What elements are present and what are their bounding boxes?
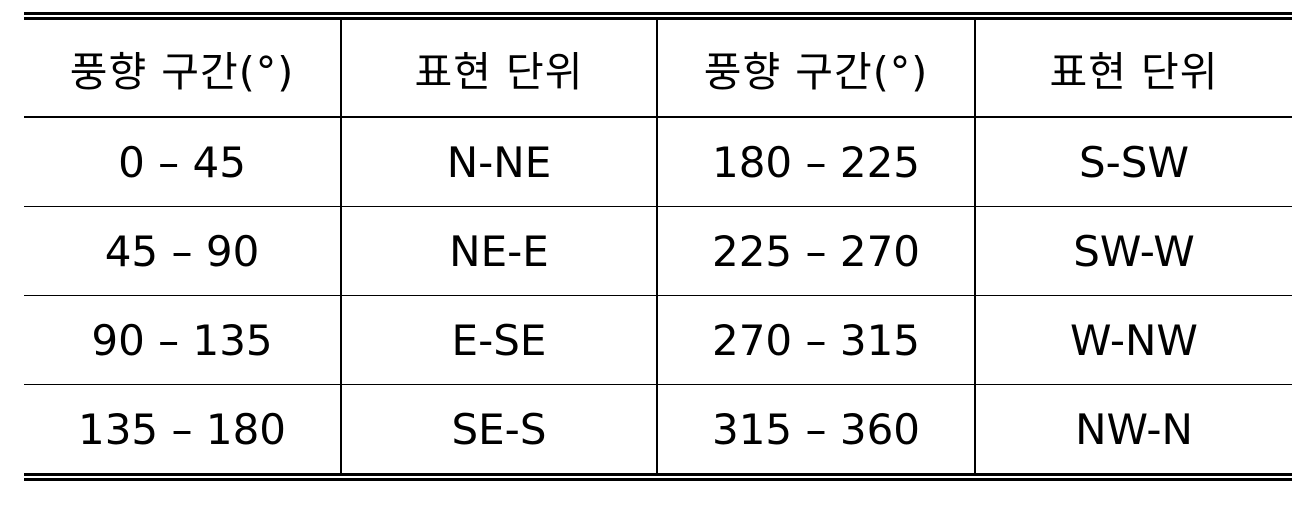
header-wind-range-1: 풍향 구간(°) — [24, 20, 342, 118]
table-cell: 90 – 135 — [24, 295, 342, 385]
table-cell: 45 – 90 — [24, 206, 342, 296]
table-row: 45 – 90 NE-E 225 – 270 SW-W — [24, 206, 1292, 296]
table-cell: NE-E — [340, 206, 658, 296]
table-cell: 180 – 225 — [656, 117, 976, 207]
top-double-rule — [24, 12, 1292, 20]
table-cell: N-NE — [340, 117, 658, 207]
table-cell: SW-W — [974, 206, 1292, 296]
header-unit-2: 표현 단위 — [974, 20, 1292, 118]
table-cell: 270 – 315 — [656, 295, 976, 385]
table-cell: 0 – 45 — [24, 117, 342, 207]
header-unit-1: 표현 단위 — [340, 20, 658, 118]
table-cell: E-SE — [340, 295, 658, 385]
table-cell: W-NW — [974, 295, 1292, 385]
table-cell: 225 – 270 — [656, 206, 976, 296]
wind-direction-table-container: 풍향 구간(°) 표현 단위 풍향 구간(°) 표현 단위 0 – 45 N-N… — [24, 12, 1292, 481]
table-cell: NW-N — [974, 384, 1292, 473]
table-row: 0 – 45 N-NE 180 – 225 S-SW — [24, 117, 1292, 207]
table-row: 90 – 135 E-SE 270 – 315 W-NW — [24, 295, 1292, 385]
table-cell: 315 – 360 — [656, 384, 976, 473]
header-wind-range-2: 풍향 구간(°) — [656, 20, 976, 118]
table-cell: S-SW — [974, 117, 1292, 207]
bottom-double-rule — [24, 473, 1292, 481]
header-row: 풍향 구간(°) 표현 단위 풍향 구간(°) 표현 단위 — [24, 20, 1292, 118]
wind-direction-table: 풍향 구간(°) 표현 단위 풍향 구간(°) 표현 단위 0 – 45 N-N… — [24, 20, 1292, 473]
table-cell: 135 – 180 — [24, 384, 342, 473]
table-cell: SE-S — [340, 384, 658, 473]
table-row: 135 – 180 SE-S 315 – 360 NW-N — [24, 384, 1292, 473]
